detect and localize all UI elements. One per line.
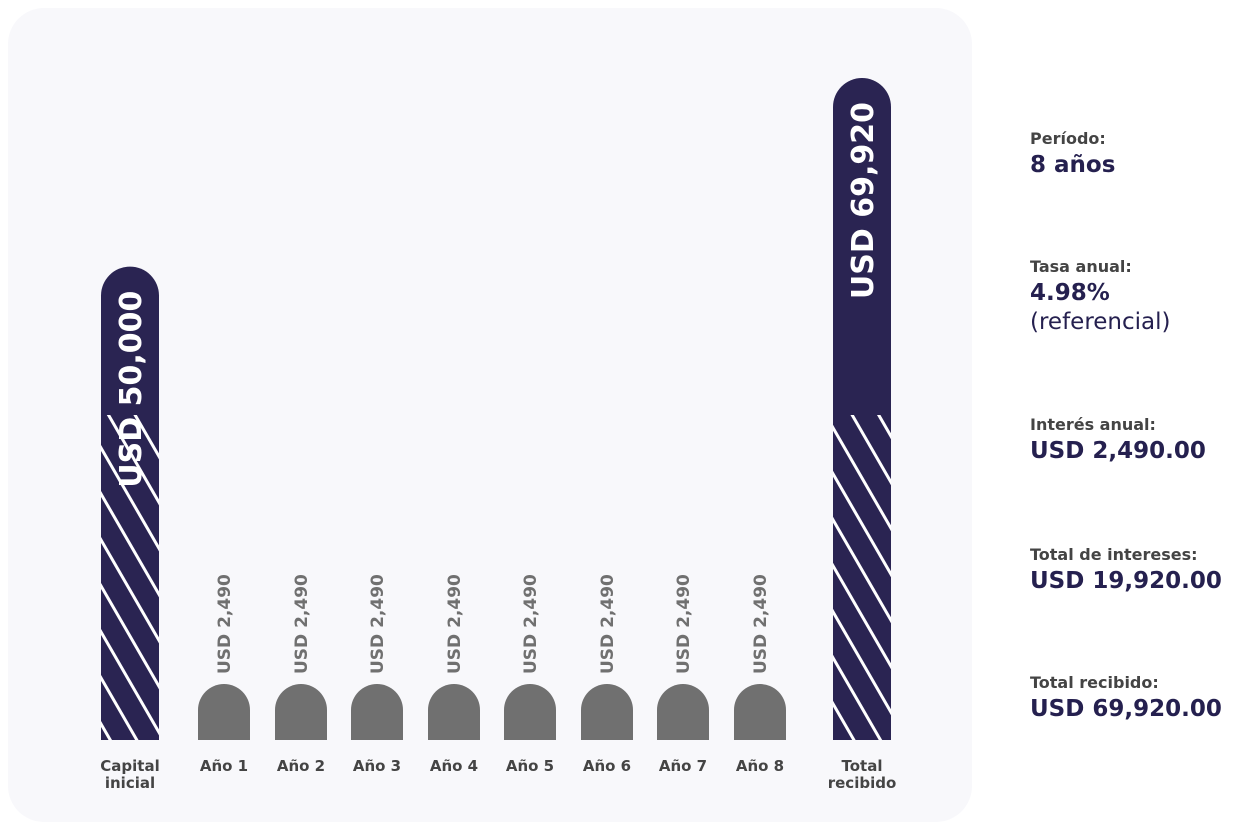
value-label-total-recibido: USD 69,920 <box>846 102 881 299</box>
rate-label: Tasa anual: <box>1030 257 1132 276</box>
bar-año-2 <box>275 684 327 740</box>
category-label-total-recibido: Total recibido <box>828 757 897 792</box>
value-label-año-6: USD 2,490 <box>598 574 618 674</box>
value-label-año-3: USD 2,490 <box>368 574 388 674</box>
chart-panel <box>8 8 972 822</box>
rate-value: 4.98% <box>1030 280 1110 306</box>
value-label-año-1: USD 2,490 <box>215 574 235 674</box>
rate-stat: Tasa anual: 4.98% (referencial) <box>1030 256 1171 336</box>
total-received-stat: Total recibido: USD 69,920.00 <box>1030 672 1222 724</box>
bar-año-3 <box>351 684 403 740</box>
category-label-año-5: Año 5 <box>506 757 554 775</box>
summary-sidebar: Período: 8 años Tasa anual: 4.98% (refer… <box>1030 0 1248 830</box>
category-label-año-2: Año 2 <box>277 757 325 775</box>
bar-stripes-capital-inicial <box>101 415 159 740</box>
annual-interest-value: USD 2,490.00 <box>1030 438 1206 464</box>
rate-note: (referencial) <box>1030 309 1171 335</box>
annual-interest-label: Interés anual: <box>1030 415 1156 434</box>
category-label-año-1: Año 1 <box>200 757 248 775</box>
bar-año-1 <box>198 684 250 740</box>
value-label-año-5: USD 2,490 <box>521 574 541 674</box>
period-label: Período: <box>1030 129 1106 148</box>
total-interest-label: Total de intereses: <box>1030 545 1198 564</box>
category-label-año-6: Año 6 <box>583 757 631 775</box>
bar-chart: USD 50,000 USD 2,490 USD 2,490 USD 2,490 USD… <box>100 78 897 792</box>
bar-año-7 <box>657 684 709 740</box>
value-label-año-2: USD 2,490 <box>292 574 312 674</box>
total-interest-stat: Total de intereses: USD 19,920.00 <box>1030 544 1222 596</box>
category-label-año-4: Año 4 <box>430 757 478 775</box>
total-interest-value: USD 19,920.00 <box>1030 568 1222 594</box>
period-value: 8 años <box>1030 152 1116 178</box>
category-label-año-3: Año 3 <box>353 757 401 775</box>
bar-stripes-total-recibido <box>833 415 891 740</box>
value-label-capital-inicial: USD 50,000 <box>114 291 149 488</box>
value-label-año-4: USD 2,490 <box>445 574 465 674</box>
total-received-label: Total recibido: <box>1030 673 1159 692</box>
bar-año-5 <box>504 684 556 740</box>
bar-año-4 <box>428 684 480 740</box>
annual-interest-stat: Interés anual: USD 2,490.00 <box>1030 414 1206 466</box>
category-label-capital-inicial: Capital inicial <box>100 757 159 792</box>
bar-año-6 <box>581 684 633 740</box>
total-received-value: USD 69,920.00 <box>1030 696 1222 722</box>
category-label-año-8: Año 8 <box>736 757 784 775</box>
value-label-año-7: USD 2,490 <box>674 574 694 674</box>
period-stat: Período: 8 años <box>1030 128 1115 180</box>
category-label-año-7: Año 7 <box>659 757 707 775</box>
value-label-año-8: USD 2,490 <box>751 574 771 674</box>
bar-año-8 <box>734 684 786 740</box>
